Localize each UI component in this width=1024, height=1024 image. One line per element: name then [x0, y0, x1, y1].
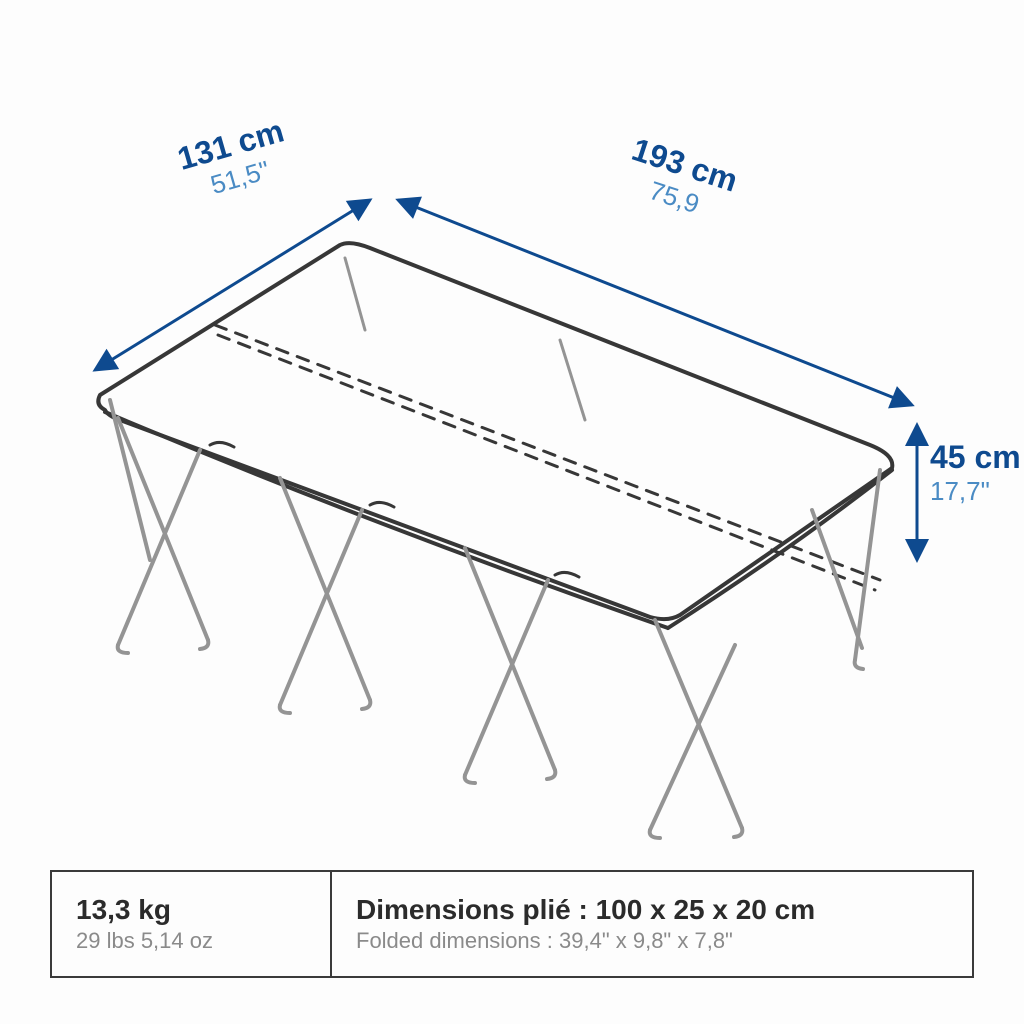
dimension-diagram: 131 cm 51,5" 193 cm 75,9 45 cm 17,7" — [0, 0, 1024, 870]
folded-secondary: Folded dimensions : 39,4" x 9,8" x 7,8" — [356, 928, 948, 954]
dim-height-metric: 45 cm — [930, 438, 1024, 476]
weight-primary: 13,3 kg — [76, 894, 306, 926]
folded-primary: Dimensions plié : 100 x 25 x 20 cm — [356, 894, 948, 926]
weight-secondary: 29 lbs 5,14 oz — [76, 928, 306, 954]
dim-height: 45 cm 17,7" — [930, 438, 1024, 508]
folded-cell: Dimensions plié : 100 x 25 x 20 cm Folde… — [332, 872, 972, 976]
dim-height-imperial: 17,7" — [930, 476, 1024, 507]
info-table: 13,3 kg 29 lbs 5,14 oz Dimensions plié :… — [50, 870, 974, 978]
cot-illustration — [0, 0, 1024, 870]
weight-cell: 13,3 kg 29 lbs 5,14 oz — [52, 872, 332, 976]
